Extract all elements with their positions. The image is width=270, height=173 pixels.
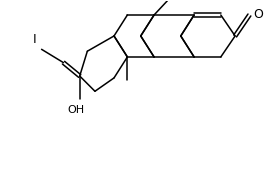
Text: I: I	[33, 33, 37, 47]
Text: O: O	[253, 8, 263, 21]
Text: OH: OH	[67, 105, 85, 115]
